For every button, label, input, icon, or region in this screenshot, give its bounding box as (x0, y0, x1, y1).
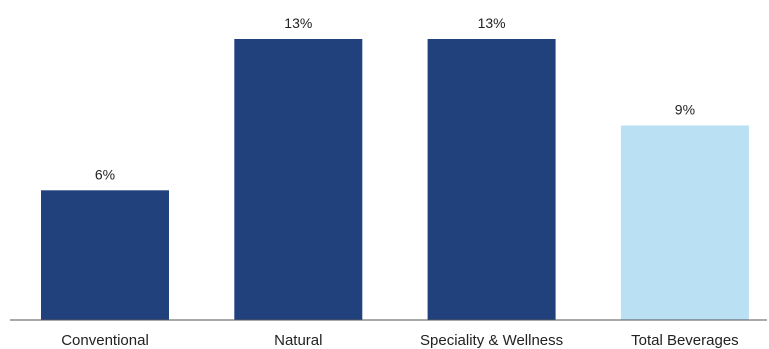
bars-group (41, 39, 749, 320)
x-tick-label: Total Beverages (631, 332, 739, 349)
value-labels-group: 6% 13% 13% 9% (95, 15, 695, 182)
bar-speciality-wellness (427, 39, 556, 320)
data-label: 9% (675, 102, 695, 118)
x-tick-label: Natural (274, 332, 322, 349)
bar-total-beverages (620, 125, 749, 320)
x-tick-label: Conventional (61, 332, 149, 349)
data-label: 13% (284, 15, 312, 31)
data-label: 6% (95, 166, 115, 182)
bar-natural (234, 39, 363, 320)
x-tick-labels-group: Conventional Natural Speciality & Wellness… (61, 332, 738, 349)
x-tick-label: Speciality & Wellness (420, 332, 563, 349)
data-label: 13% (478, 15, 506, 31)
bar-conventional (41, 190, 169, 320)
